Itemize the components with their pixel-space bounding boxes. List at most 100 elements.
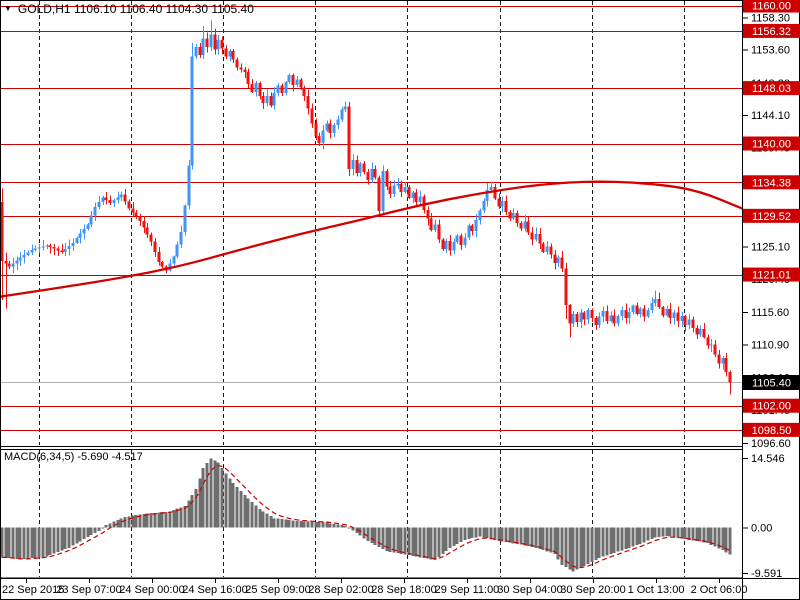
candle-down <box>695 327 699 335</box>
macd-bar <box>672 527 676 538</box>
candle-up <box>71 242 75 246</box>
macd-bar <box>665 527 669 536</box>
level-price-tag[interactable] <box>743 208 800 223</box>
macd-bar <box>131 515 135 528</box>
candle-down <box>52 247 56 249</box>
candle-down <box>231 51 235 60</box>
candle-up <box>370 169 374 181</box>
candle-down <box>7 263 11 267</box>
moving-average-line[interactable] <box>0 180 744 298</box>
level-price-tag[interactable] <box>743 136 800 151</box>
candle-up <box>545 246 549 252</box>
macd-bar <box>280 519 284 528</box>
candle-up <box>433 224 437 230</box>
macd-bar <box>183 505 187 528</box>
macd-bar <box>717 527 721 549</box>
candle-up <box>183 205 187 232</box>
time-label: 24 Sep 16:00 <box>182 584 247 596</box>
macd-bar <box>254 505 258 528</box>
macd-bar <box>601 527 605 557</box>
level-price-tag-label: 1156.32 <box>752 26 791 38</box>
macd-bar <box>160 512 164 528</box>
candle-down <box>441 239 445 250</box>
macd-bar <box>388 527 392 552</box>
level-price-tag[interactable] <box>743 175 800 190</box>
macd-bar <box>403 527 407 555</box>
price-tick-label: 1125.10 <box>751 241 790 253</box>
candle-down <box>258 82 262 96</box>
macd-bar <box>650 527 654 539</box>
macd-bar <box>590 527 594 562</box>
candle-down <box>373 169 377 178</box>
macd-bar <box>441 527 445 555</box>
candles-layer <box>0 20 732 395</box>
macd-bar <box>653 527 657 538</box>
macd-bar <box>399 527 403 554</box>
candle-up <box>37 247 41 249</box>
macd-scale-label: 0.00 <box>751 522 772 534</box>
candle-up <box>609 315 613 321</box>
macd-bar <box>284 519 288 528</box>
level-price-tag[interactable] <box>743 267 800 282</box>
candle-down <box>724 358 728 372</box>
candle-up <box>22 254 26 258</box>
candle-down <box>377 177 381 212</box>
period-separator-gridlines <box>39 1 685 577</box>
candle-up <box>444 240 448 250</box>
candle-up <box>272 93 276 106</box>
candle-up <box>627 311 631 319</box>
candle-down <box>624 309 628 319</box>
macd-bar <box>299 521 303 528</box>
candle-up <box>172 256 176 264</box>
macd-scale-label: 14.546 <box>751 453 785 465</box>
level-price-tag-label: 1102.00 <box>752 401 791 413</box>
level-price-tag[interactable] <box>743 0 800 13</box>
price-level-lines[interactable] <box>1 6 742 431</box>
candle-up <box>680 316 684 321</box>
candle-down <box>508 211 512 219</box>
macd-bar <box>291 520 295 528</box>
candle-down <box>493 186 497 199</box>
price-axis[interactable]: 1158.301153.601148.801144.101139.401134.… <box>743 12 791 580</box>
macd-bar <box>709 527 713 545</box>
macd-bar <box>108 523 112 528</box>
macd-bar <box>317 521 321 528</box>
macd-bar <box>612 527 616 553</box>
macd-bar <box>168 511 172 528</box>
level-price-tag[interactable] <box>743 81 800 96</box>
level-price-tag[interactable] <box>743 23 800 38</box>
candle-up <box>116 197 120 201</box>
candle-down <box>530 232 534 240</box>
macd-bar <box>609 527 613 555</box>
candle-down <box>138 216 142 221</box>
candle-up <box>201 38 205 56</box>
macd-bar <box>489 527 493 540</box>
candle-up <box>15 260 19 264</box>
level-price-tag-label: 1129.52 <box>752 211 791 223</box>
candle-up <box>709 344 713 346</box>
macd-bar <box>396 527 400 554</box>
price-tags[interactable]: 1160.00 1156.32 1148.03 1140.00 1134.38 1129.… <box>743 0 800 437</box>
macd-bar <box>82 527 86 540</box>
candle-up <box>45 245 49 247</box>
macd-bar <box>351 527 355 531</box>
symbol-dropdown-arrow-icon[interactable]: ▼ <box>4 4 12 13</box>
macd-bar <box>101 527 105 529</box>
macd-bar <box>676 527 680 538</box>
macd-bar <box>695 527 699 542</box>
candle-up <box>721 358 725 364</box>
level-price-tag[interactable] <box>743 398 800 413</box>
level-price-tag-label: 1148.03 <box>752 83 791 95</box>
level-price-tag[interactable] <box>743 422 800 437</box>
candle-down <box>235 59 239 68</box>
macd-bar <box>407 527 411 556</box>
candle-down <box>243 69 247 72</box>
candle-up <box>489 186 493 190</box>
candle-up <box>63 248 67 252</box>
candle-down <box>635 305 639 314</box>
candle-down <box>728 371 732 383</box>
candle-up <box>571 313 575 324</box>
